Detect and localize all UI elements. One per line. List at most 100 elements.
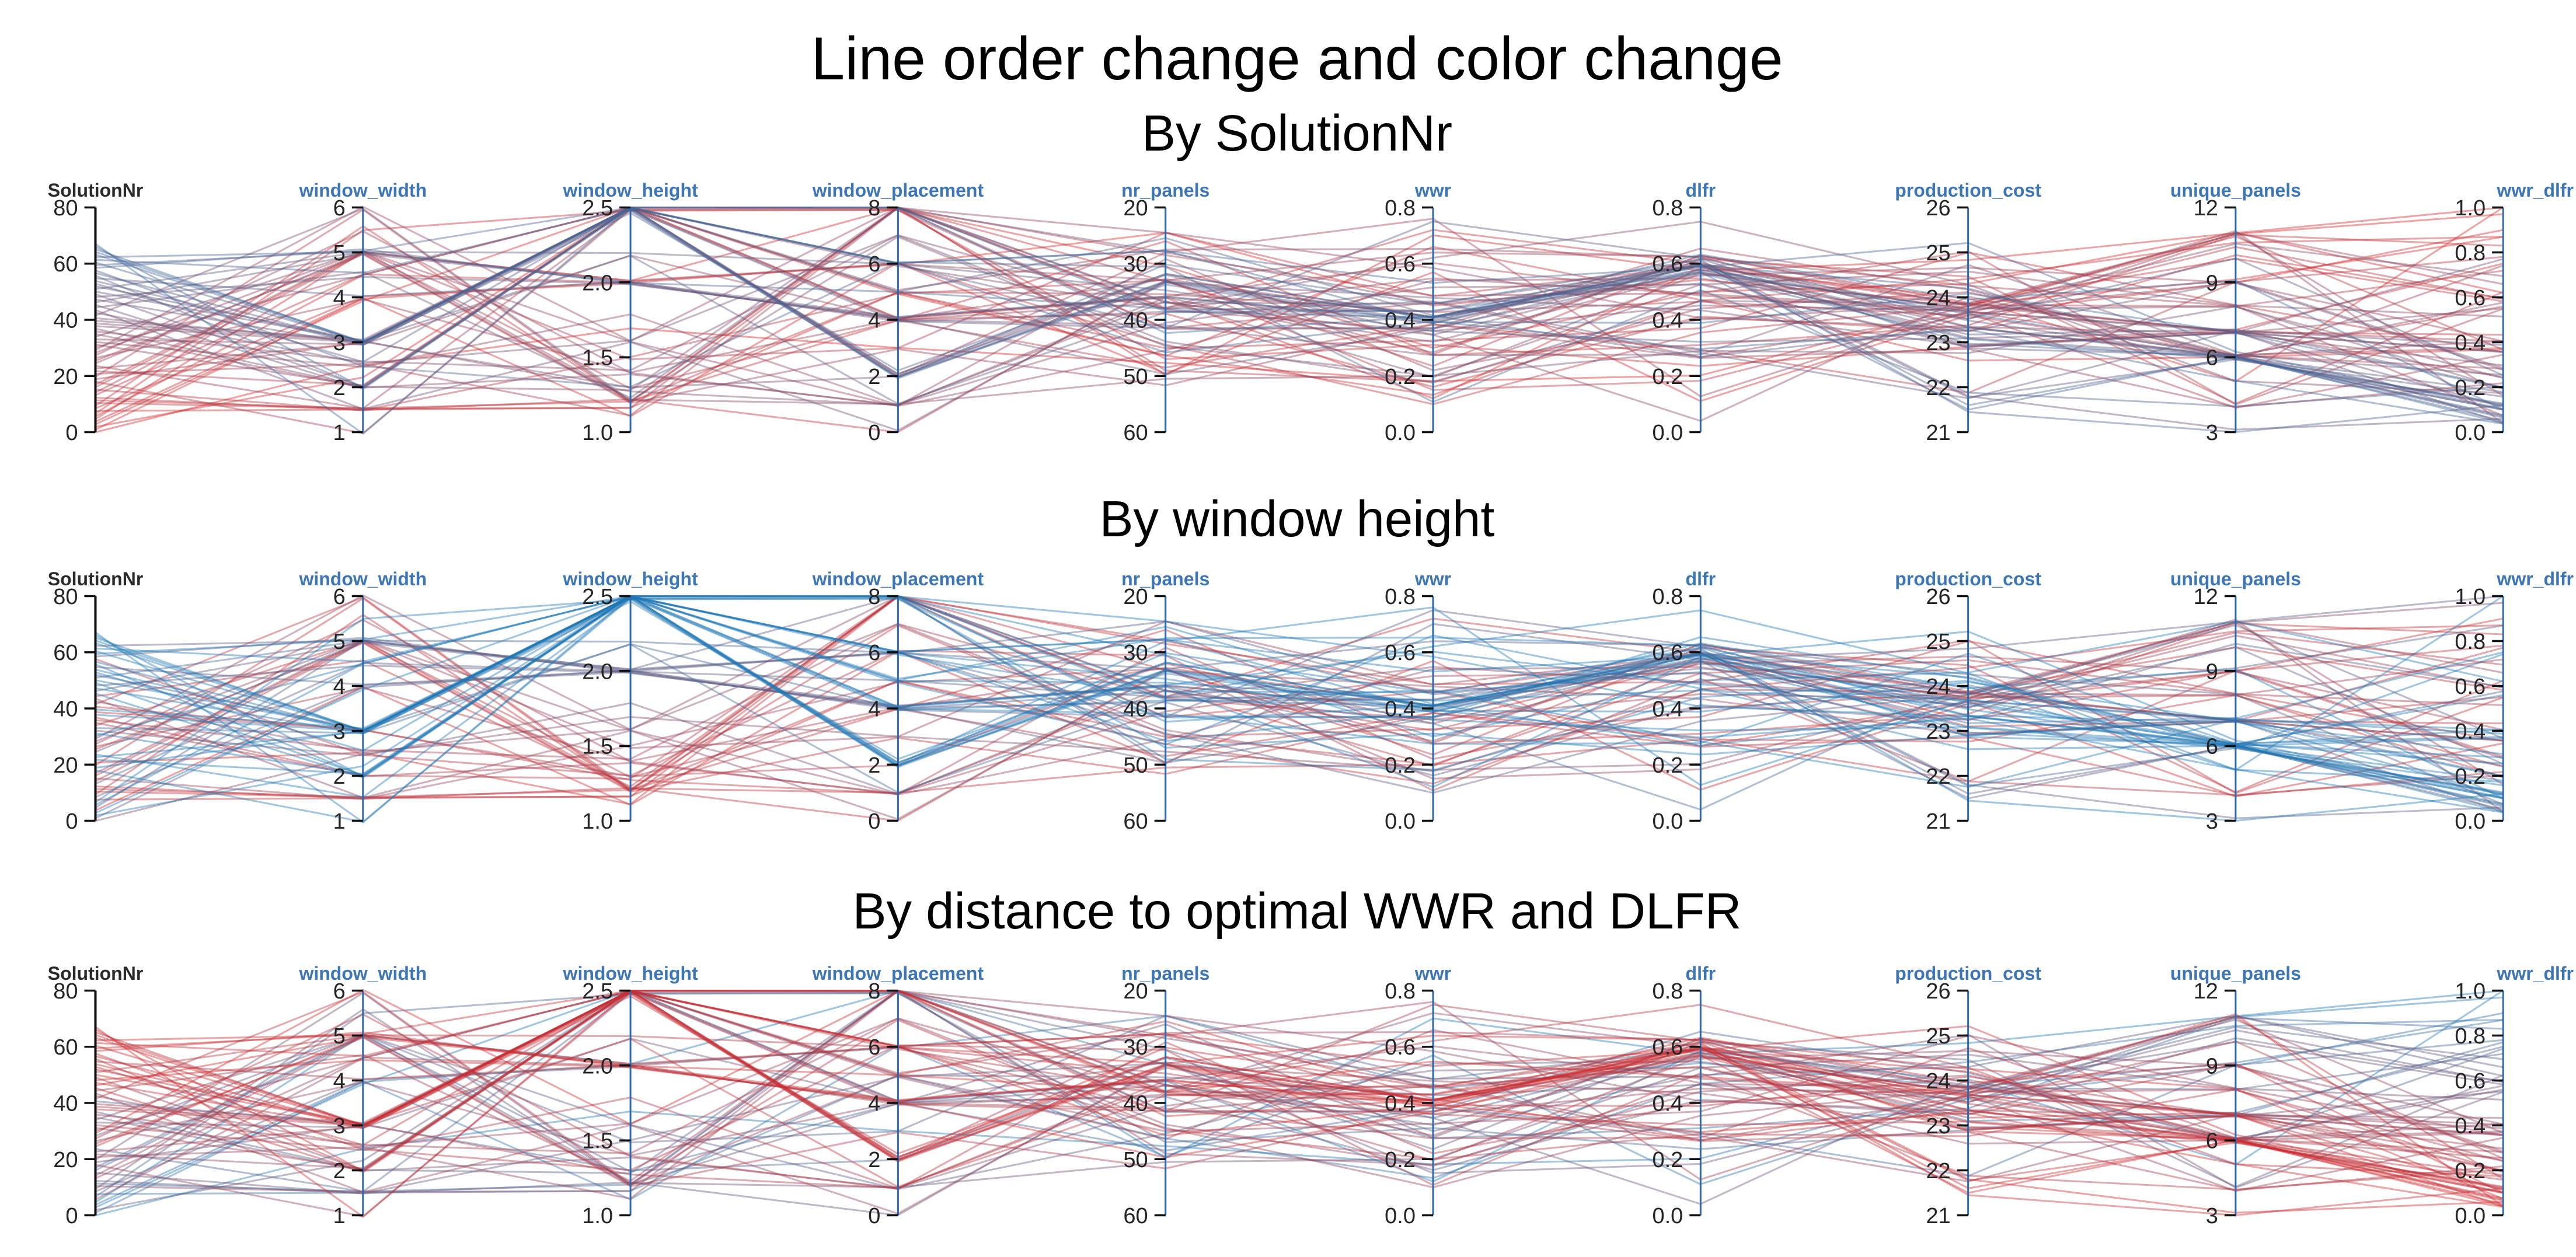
svg-text:2: 2 bbox=[868, 1148, 880, 1172]
svg-text:8: 8 bbox=[868, 585, 880, 609]
svg-text:Line order change and color ch: Line order change and color change bbox=[811, 25, 1783, 93]
svg-text:window_placement: window_placement bbox=[812, 568, 984, 589]
svg-text:window_height: window_height bbox=[563, 963, 698, 984]
svg-text:By SolutionNr: By SolutionNr bbox=[1142, 105, 1452, 162]
svg-text:23: 23 bbox=[1926, 331, 1950, 355]
svg-text:0.6: 0.6 bbox=[1385, 641, 1416, 665]
svg-text:2.5: 2.5 bbox=[582, 585, 613, 609]
svg-text:12: 12 bbox=[2194, 979, 2218, 1004]
svg-text:0.4: 0.4 bbox=[1652, 1092, 1683, 1116]
svg-text:4: 4 bbox=[868, 1092, 880, 1116]
svg-text:22: 22 bbox=[1926, 764, 1950, 789]
svg-text:0.6: 0.6 bbox=[1652, 641, 1683, 665]
svg-text:1: 1 bbox=[333, 1204, 346, 1228]
svg-text:wwr_dlfr: wwr_dlfr bbox=[2496, 568, 2574, 589]
svg-text:1.0: 1.0 bbox=[2455, 585, 2486, 609]
svg-text:3: 3 bbox=[2206, 1204, 2218, 1228]
svg-text:1.0: 1.0 bbox=[2455, 979, 2486, 1004]
svg-text:0.2: 0.2 bbox=[1385, 753, 1416, 778]
svg-text:24: 24 bbox=[1926, 1069, 1950, 1094]
svg-text:26: 26 bbox=[1926, 979, 1950, 1004]
svg-text:4: 4 bbox=[333, 1069, 346, 1094]
svg-text:0.8: 0.8 bbox=[1385, 196, 1416, 221]
svg-text:production_cost: production_cost bbox=[1895, 180, 2041, 201]
svg-text:window_width: window_width bbox=[298, 180, 427, 201]
svg-text:9: 9 bbox=[2206, 271, 2218, 295]
svg-text:1.0: 1.0 bbox=[582, 809, 613, 834]
svg-text:25: 25 bbox=[1926, 241, 1950, 266]
svg-text:1.0: 1.0 bbox=[582, 1204, 613, 1228]
svg-text:2: 2 bbox=[868, 753, 880, 778]
svg-text:0.0: 0.0 bbox=[2455, 421, 2486, 445]
svg-text:0.0: 0.0 bbox=[1652, 809, 1683, 834]
svg-text:9: 9 bbox=[2206, 1054, 2218, 1078]
svg-text:SolutionNr: SolutionNr bbox=[48, 180, 144, 201]
svg-text:nr_panels: nr_panels bbox=[1121, 180, 1209, 201]
svg-text:0.6: 0.6 bbox=[2455, 286, 2486, 310]
svg-text:window_placement: window_placement bbox=[812, 963, 984, 984]
svg-text:21: 21 bbox=[1926, 421, 1950, 445]
svg-text:2: 2 bbox=[868, 365, 880, 389]
svg-text:0.2: 0.2 bbox=[2455, 376, 2486, 400]
svg-text:5: 5 bbox=[333, 1024, 346, 1049]
svg-text:0.4: 0.4 bbox=[1385, 1092, 1416, 1116]
svg-text:window_width: window_width bbox=[298, 568, 427, 589]
svg-text:0.8: 0.8 bbox=[1652, 979, 1683, 1004]
svg-text:0.0: 0.0 bbox=[2455, 809, 2486, 834]
svg-text:0.0: 0.0 bbox=[1385, 421, 1416, 445]
svg-text:1: 1 bbox=[333, 421, 346, 445]
svg-text:50: 50 bbox=[1123, 365, 1148, 389]
svg-text:20: 20 bbox=[53, 365, 78, 389]
svg-text:SolutionNr: SolutionNr bbox=[48, 963, 144, 984]
svg-text:40: 40 bbox=[53, 309, 78, 333]
svg-text:unique_panels: unique_panels bbox=[2170, 180, 2301, 201]
svg-text:0.4: 0.4 bbox=[2455, 331, 2486, 355]
svg-text:wwr_dlfr: wwr_dlfr bbox=[2496, 963, 2574, 984]
svg-text:2.5: 2.5 bbox=[582, 979, 613, 1004]
svg-text:6: 6 bbox=[868, 641, 880, 665]
svg-text:4: 4 bbox=[333, 675, 346, 699]
svg-text:1.5: 1.5 bbox=[582, 346, 613, 371]
svg-text:5: 5 bbox=[333, 241, 346, 266]
svg-text:0.2: 0.2 bbox=[1385, 365, 1416, 389]
svg-text:dlfr: dlfr bbox=[1686, 963, 1716, 984]
svg-text:9: 9 bbox=[2206, 659, 2218, 684]
svg-text:0.8: 0.8 bbox=[1652, 196, 1683, 221]
svg-text:0.8: 0.8 bbox=[2455, 241, 2486, 266]
svg-text:0.8: 0.8 bbox=[1385, 585, 1416, 609]
svg-text:0.4: 0.4 bbox=[1385, 697, 1416, 722]
svg-text:80: 80 bbox=[53, 196, 78, 221]
svg-text:6: 6 bbox=[333, 585, 346, 609]
svg-text:40: 40 bbox=[1123, 309, 1148, 333]
svg-text:6: 6 bbox=[868, 1035, 880, 1060]
svg-text:5: 5 bbox=[333, 630, 346, 654]
svg-text:6: 6 bbox=[868, 252, 880, 277]
svg-text:1.0: 1.0 bbox=[2455, 196, 2486, 221]
svg-text:wwr: wwr bbox=[1414, 180, 1451, 201]
svg-text:0.0: 0.0 bbox=[1652, 421, 1683, 445]
svg-text:0.0: 0.0 bbox=[1385, 1204, 1416, 1228]
svg-text:60: 60 bbox=[1123, 809, 1148, 834]
svg-text:0.2: 0.2 bbox=[1385, 1148, 1416, 1172]
svg-text:0.4: 0.4 bbox=[1652, 697, 1683, 722]
svg-text:6: 6 bbox=[333, 979, 346, 1004]
svg-text:12: 12 bbox=[2194, 196, 2218, 221]
svg-text:8: 8 bbox=[868, 979, 880, 1004]
svg-text:40: 40 bbox=[1123, 697, 1148, 722]
svg-text:0.6: 0.6 bbox=[1385, 1035, 1416, 1060]
svg-text:60: 60 bbox=[1123, 1204, 1148, 1228]
svg-text:0: 0 bbox=[868, 421, 880, 445]
svg-text:0.6: 0.6 bbox=[1385, 252, 1416, 277]
svg-text:20: 20 bbox=[1123, 979, 1148, 1004]
svg-text:0.2: 0.2 bbox=[1652, 1148, 1683, 1172]
svg-text:3: 3 bbox=[333, 331, 346, 355]
svg-text:1.0: 1.0 bbox=[582, 421, 613, 445]
svg-text:nr_panels: nr_panels bbox=[1121, 963, 1209, 984]
svg-text:0.8: 0.8 bbox=[2455, 1024, 2486, 1049]
svg-text:3: 3 bbox=[2206, 421, 2218, 445]
svg-text:0.4: 0.4 bbox=[1385, 309, 1416, 333]
svg-text:30: 30 bbox=[1123, 252, 1148, 277]
svg-text:6: 6 bbox=[2206, 735, 2218, 759]
svg-text:6: 6 bbox=[2206, 1129, 2218, 1154]
svg-text:dlfr: dlfr bbox=[1686, 180, 1716, 201]
